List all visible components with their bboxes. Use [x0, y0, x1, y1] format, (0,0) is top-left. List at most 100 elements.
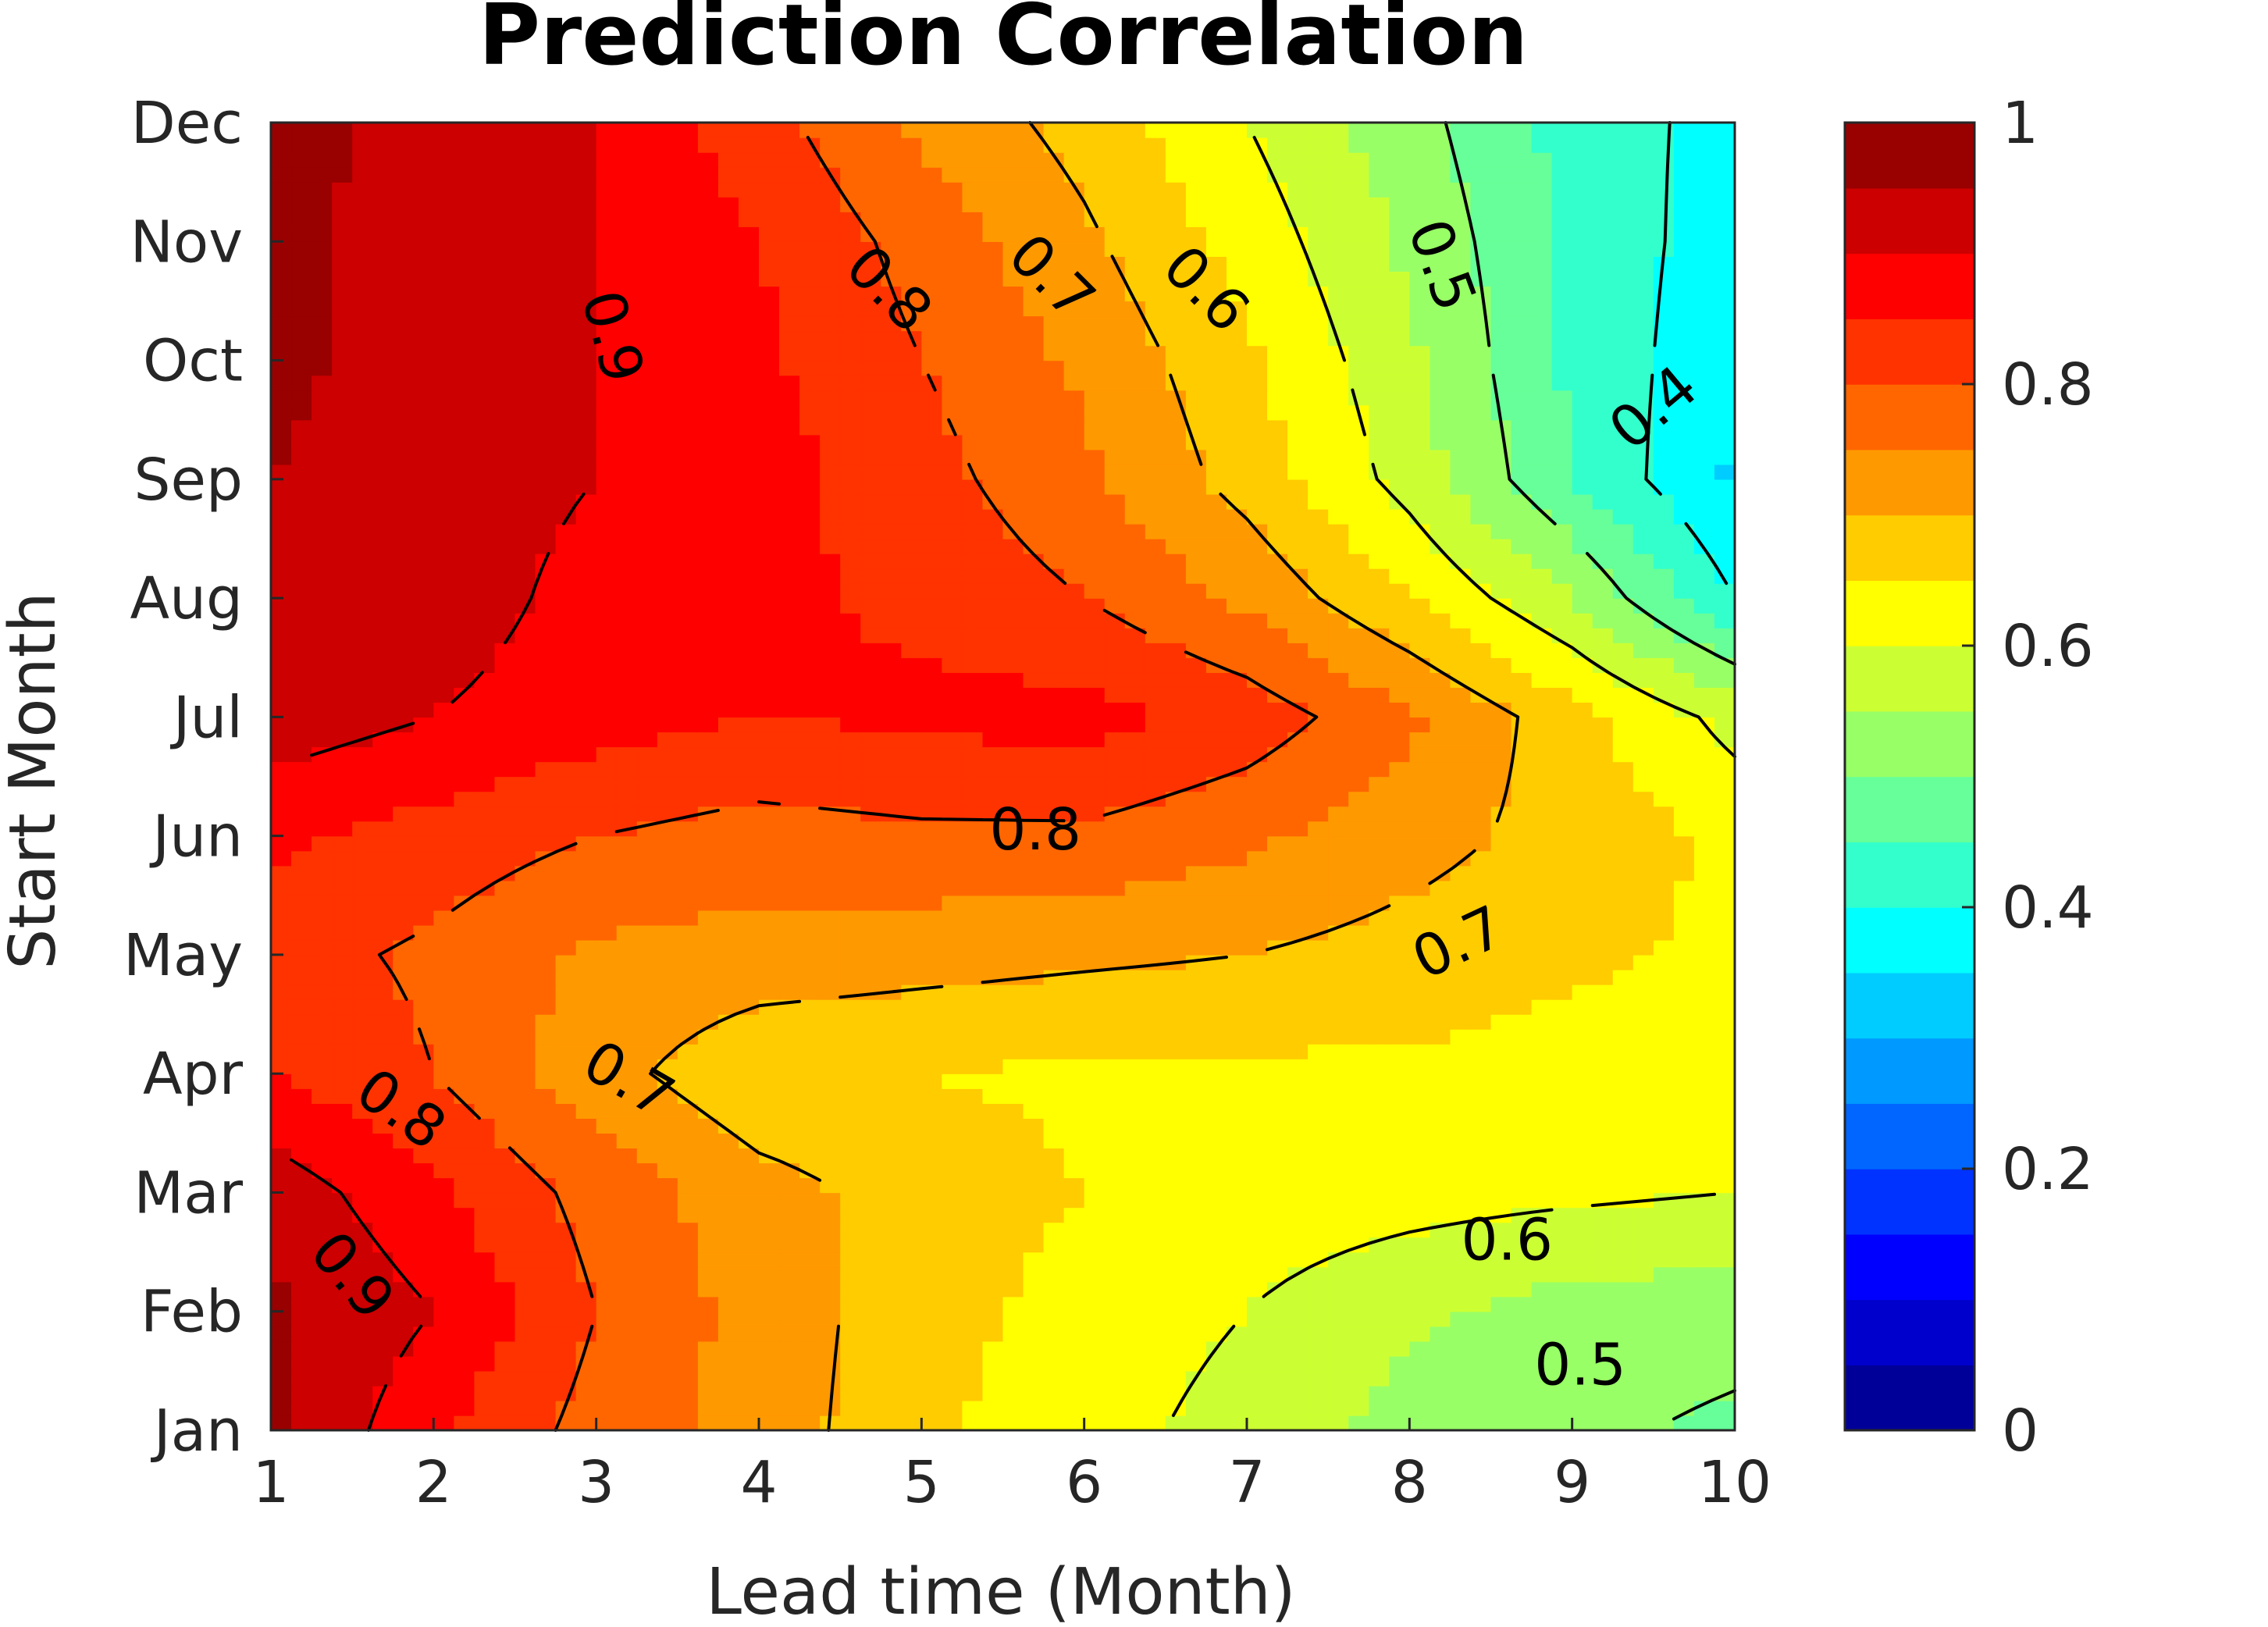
- heatmap-cell: [1409, 1340, 1431, 1357]
- heatmap-cell: [413, 1118, 435, 1134]
- heatmap-cell: [962, 791, 984, 807]
- heatmap-cell: [1389, 969, 1411, 985]
- heatmap-cell: [677, 910, 699, 926]
- heatmap-cell: [738, 969, 760, 985]
- heatmap-cell: [1205, 613, 1227, 628]
- heatmap-cell: [413, 434, 435, 450]
- heatmap-cell: [1308, 1192, 1329, 1209]
- heatmap-cell: [332, 613, 353, 628]
- heatmap-cell: [514, 984, 536, 1000]
- heatmap-cell: [1632, 895, 1654, 911]
- heatmap-cell: [759, 1207, 780, 1223]
- heatmap-cell: [1226, 657, 1248, 673]
- heatmap-cell: [1267, 1281, 1288, 1298]
- heatmap-cell: [1409, 761, 1431, 778]
- heatmap-cell: [1185, 493, 1207, 510]
- heatmap-cell: [372, 776, 393, 792]
- heatmap-cell: [1084, 1281, 1106, 1298]
- heatmap-cell: [860, 1281, 881, 1298]
- heatmap-cell: [799, 1251, 821, 1268]
- heatmap-cell: [1165, 464, 1187, 480]
- heatmap-cell: [901, 1355, 923, 1372]
- heatmap-cell: [1043, 835, 1065, 852]
- heatmap-cell: [759, 939, 780, 956]
- heatmap-cell: [1287, 419, 1308, 436]
- heatmap-cell: [1490, 939, 1512, 956]
- heatmap-cell: [1124, 1222, 1146, 1238]
- heatmap-cell: [1450, 806, 1472, 822]
- heatmap-cell: [717, 523, 739, 539]
- heatmap-cell: [1104, 1118, 1126, 1134]
- heatmap-cell: [759, 643, 780, 658]
- heatmap-cell: [1267, 1192, 1288, 1209]
- heatmap-cell: [555, 434, 577, 450]
- heatmap-cell: [921, 1370, 943, 1387]
- heatmap-cell: [1430, 1073, 1451, 1089]
- heatmap-cell: [1531, 1148, 1553, 1164]
- heatmap-cell: [1226, 1162, 1248, 1179]
- heatmap-cell: [1185, 1385, 1207, 1401]
- heatmap-cell: [1632, 598, 1654, 614]
- heatmap-cell: [1002, 1103, 1024, 1119]
- heatmap-cell: [1612, 1059, 1634, 1074]
- heatmap-cell: [1084, 1222, 1106, 1238]
- heatmap-cell: [1165, 1222, 1187, 1238]
- heatmap-cell: [820, 479, 841, 495]
- heatmap-cell: [820, 613, 841, 628]
- heatmap-cell: [1002, 1266, 1024, 1283]
- heatmap-cell: [1145, 1251, 1166, 1268]
- heatmap-cell: [1389, 732, 1411, 748]
- heatmap-cell: [1389, 1192, 1411, 1209]
- heatmap-cell: [1531, 1014, 1553, 1030]
- heatmap-cell: [657, 598, 678, 614]
- heatmap-cell: [1632, 1385, 1654, 1401]
- heatmap-cell: [697, 984, 719, 1000]
- heatmap-cell: [1551, 479, 1573, 495]
- heatmap-cell: [820, 954, 841, 970]
- heatmap-cell: [535, 390, 557, 406]
- heatmap-cell: [372, 865, 393, 881]
- heatmap-cell: [1104, 1355, 1126, 1372]
- heatmap-cell: [1653, 464, 1675, 480]
- heatmap-cell: [677, 1192, 699, 1209]
- heatmap-cell: [1247, 806, 1268, 822]
- heatmap-cell: [1389, 835, 1411, 852]
- heatmap-cell: [697, 464, 719, 480]
- heatmap-cell: [1551, 1251, 1573, 1268]
- heatmap-cell: [433, 702, 455, 718]
- heatmap-cell: [1632, 1340, 1654, 1357]
- heatmap-cell: [820, 702, 841, 718]
- heatmap-cell: [759, 657, 780, 673]
- heatmap-cell: [1247, 702, 1268, 718]
- heatmap-cell: [697, 583, 719, 599]
- heatmap-cell: [1308, 1281, 1329, 1298]
- heatmap-cell: [1267, 434, 1288, 450]
- heatmap-cell: [596, 761, 618, 778]
- heatmap-cell: [535, 1237, 557, 1253]
- heatmap-cell: [799, 969, 821, 985]
- heatmap-cell: [881, 479, 902, 495]
- heatmap-cell: [271, 1266, 292, 1283]
- heatmap-cell: [1693, 761, 1715, 778]
- heatmap-cell: [413, 1192, 435, 1209]
- heatmap-cell: [332, 568, 353, 584]
- heatmap-cell: [1165, 761, 1187, 778]
- heatmap-cell: [555, 1103, 577, 1119]
- heatmap-cell: [433, 404, 455, 421]
- heatmap-cell: [1287, 657, 1308, 673]
- heatmap-cell: [717, 1088, 739, 1104]
- heatmap-cell: [1572, 1044, 1593, 1059]
- heatmap-cell: [1185, 1237, 1207, 1253]
- heatmap-cell: [1205, 1148, 1227, 1164]
- heatmap-cell: [616, 999, 638, 1015]
- heatmap-cell: [820, 628, 841, 643]
- heatmap-cell: [1267, 1148, 1288, 1164]
- heatmap-cell: [514, 1311, 536, 1327]
- heatmap-cell: [1592, 1266, 1614, 1283]
- heatmap-cell: [575, 568, 597, 584]
- heatmap-cell: [697, 1059, 719, 1074]
- heatmap-cell: [1023, 1222, 1045, 1238]
- heatmap-cell: [697, 761, 719, 778]
- heatmap-cell: [1612, 598, 1634, 614]
- heatmap-cell: [535, 1029, 557, 1045]
